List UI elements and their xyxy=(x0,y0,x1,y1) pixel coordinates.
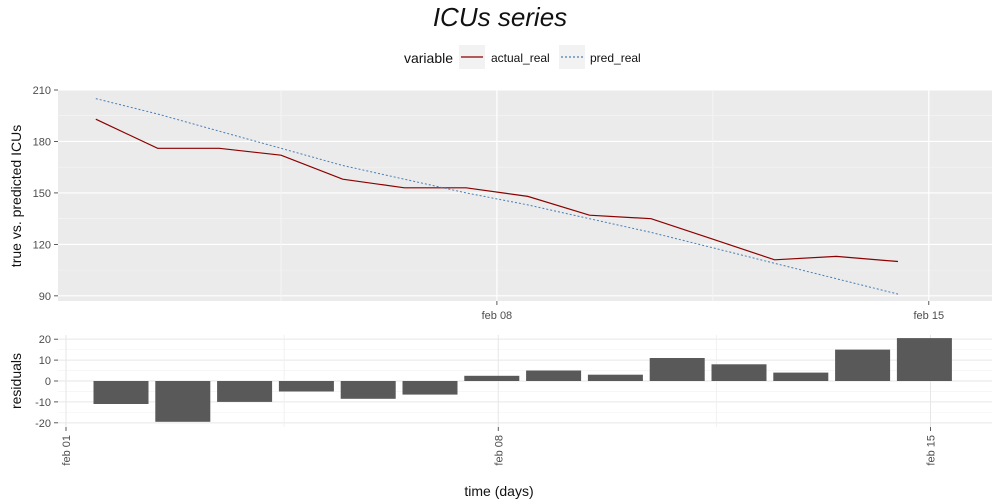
residuals-panel-grid xyxy=(58,335,992,427)
residual-bar xyxy=(587,374,643,381)
legend-key-pred xyxy=(559,45,585,69)
residual-bar xyxy=(896,338,952,381)
series-line-actual-real xyxy=(95,118,899,263)
line-y-axis: 90 120 150 180 210 xyxy=(33,85,58,303)
residual-bar xyxy=(711,364,767,381)
residuals-y-axis-label: residuals xyxy=(8,353,24,409)
line-series-group xyxy=(95,98,899,295)
residual-bar xyxy=(835,349,891,381)
residual-bar xyxy=(217,381,273,402)
residuals-x-axis: feb 01 feb 08 feb 15 xyxy=(61,427,938,466)
line-y-axis-label: true vs. predicted ICUs xyxy=(8,125,24,267)
x-tick-label: feb 15 xyxy=(926,435,938,466)
chart-title: ICUs series xyxy=(433,2,567,32)
residual-bar xyxy=(649,358,705,381)
y-tick-label: 0 xyxy=(45,376,51,388)
x-tick-label: feb 15 xyxy=(914,310,945,322)
y-tick-label: 210 xyxy=(33,85,51,97)
y-tick-label: -10 xyxy=(35,397,51,409)
y-tick-label: 150 xyxy=(33,188,51,200)
legend-title: variable xyxy=(404,50,453,66)
y-tick-label: 180 xyxy=(33,136,51,148)
line-panel-grid xyxy=(58,89,992,301)
residual-bar xyxy=(464,375,520,381)
residuals-bars xyxy=(93,338,952,422)
legend-label-actual-real: actual_real xyxy=(491,51,550,65)
y-tick-label: -20 xyxy=(35,418,51,430)
y-tick-label: 90 xyxy=(39,291,51,303)
legend-label-pred-real: pred_real xyxy=(590,51,641,65)
residuals-panel: -20 -10 0 10 20 feb 01 feb 08 feb 15 residuals… xyxy=(8,334,992,499)
residual-bar xyxy=(340,381,396,399)
x-tick-label: feb 01 xyxy=(61,435,73,466)
residual-bar xyxy=(773,372,829,381)
residual-bar xyxy=(278,381,334,392)
x-tick-label: feb 08 xyxy=(482,310,513,322)
residual-bar xyxy=(93,381,149,404)
series-line-pred-real xyxy=(95,98,899,295)
y-tick-label: 20 xyxy=(39,334,51,346)
residual-bar xyxy=(155,381,211,422)
residuals-y-axis: -20 -10 0 10 20 xyxy=(35,334,58,430)
y-tick-label: 10 xyxy=(39,355,51,367)
residual-bar xyxy=(402,381,458,395)
x-tick-label: feb 08 xyxy=(493,435,505,466)
legend: variable actual_real pred_real xyxy=(404,45,641,69)
x-axis-title: time (days) xyxy=(464,483,533,499)
line-panel: 90 120 150 180 210 feb 08 feb 15 true vs. pre… xyxy=(8,85,992,322)
residual-bar xyxy=(526,370,582,381)
line-x-axis: feb 08 feb 15 xyxy=(482,301,944,322)
y-tick-label: 120 xyxy=(33,239,51,251)
